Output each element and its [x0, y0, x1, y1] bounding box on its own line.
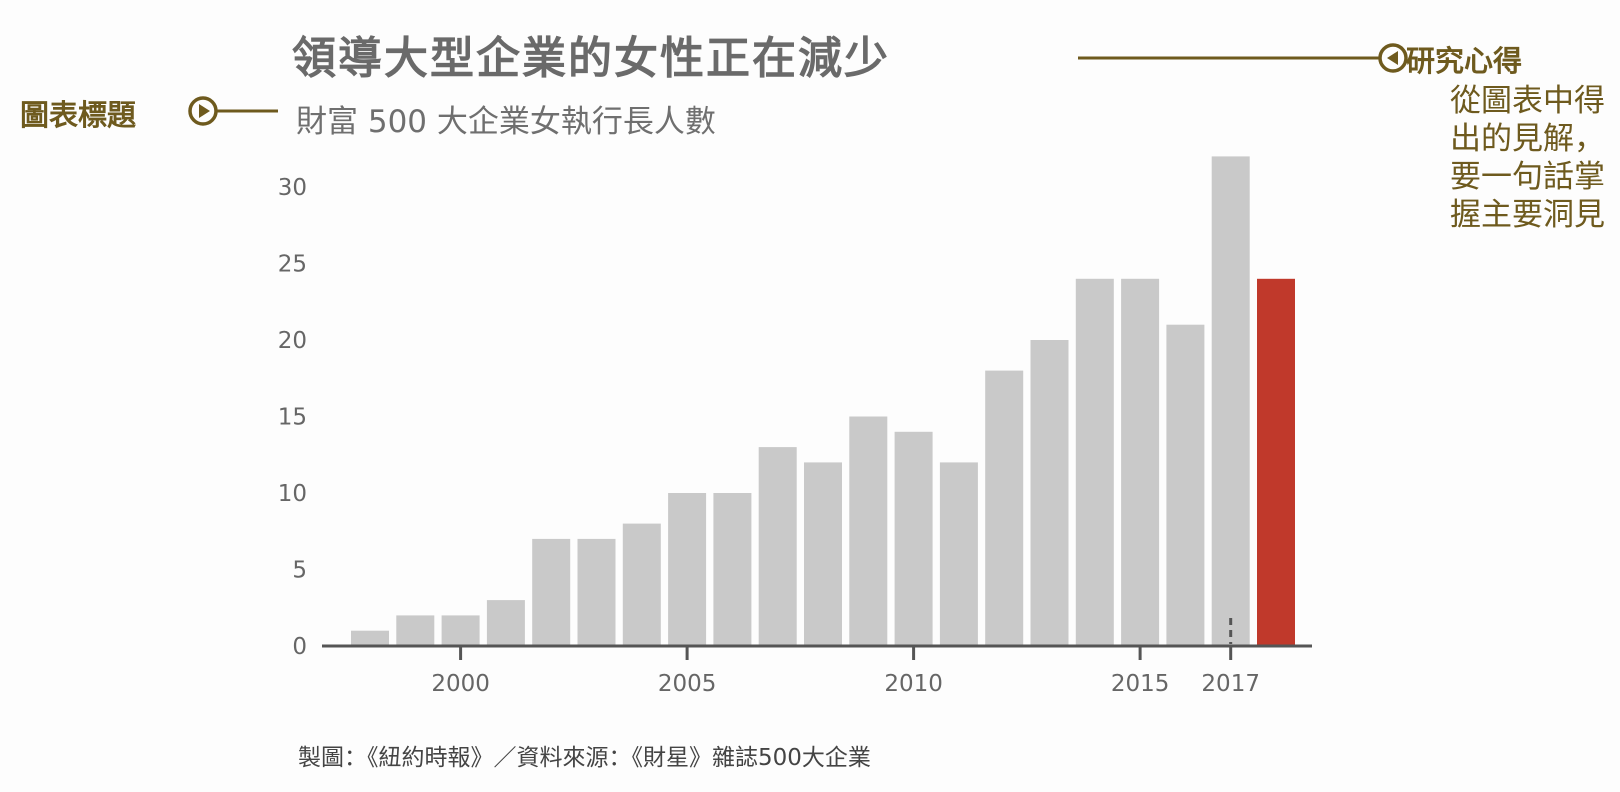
y-tick-label: 10 — [278, 481, 307, 507]
bar — [668, 493, 707, 646]
y-tick-label: 15 — [278, 405, 307, 431]
x-tick-label: 2017 — [1201, 671, 1260, 697]
bar — [939, 462, 978, 646]
bar — [894, 431, 933, 646]
x-tick-label: 2000 — [431, 671, 490, 697]
title-annotation-arrow — [188, 96, 278, 126]
x-tick-label: 2005 — [658, 671, 717, 697]
y-axis: 0 5 10 15 20 25 30 — [278, 175, 307, 660]
bar — [758, 447, 797, 646]
bar — [1030, 340, 1069, 646]
bar — [713, 493, 752, 646]
chart-title: 領導大型企業的女性正在減少 — [292, 33, 890, 84]
bar-highlight — [1257, 278, 1295, 646]
insight-annotation-arrow — [1078, 43, 1408, 73]
y-tick-label: 20 — [278, 328, 307, 354]
x-tick-label: 2015 — [1111, 671, 1170, 697]
bar — [1211, 156, 1250, 646]
x-axis: 2000 2005 2010 2015 2017 — [322, 618, 1312, 697]
insight-annotation-text: 從圖表中得出的見解，要一句話掌握主要洞見 — [1450, 83, 1605, 233]
bar — [351, 630, 389, 646]
bar — [396, 615, 435, 646]
bar — [532, 538, 571, 646]
y-tick-label: 0 — [292, 634, 307, 660]
title-annotation-label: 圖表標題 — [20, 98, 137, 132]
bars — [351, 156, 1295, 646]
bar — [1166, 324, 1205, 646]
bar — [1075, 278, 1114, 646]
bar — [985, 370, 1024, 646]
y-tick-label: 30 — [278, 175, 307, 201]
insight-annotation-label: 研究心得 — [1406, 44, 1523, 78]
bar — [441, 615, 480, 646]
bar — [622, 523, 661, 646]
bar — [804, 462, 842, 646]
bar — [577, 538, 616, 646]
bar — [1121, 278, 1160, 646]
chart-subtitle: 財富 500 大企業女執行長人數 — [296, 104, 716, 140]
source-note: 製圖：《紐約時報》／資料來源：《財星》雜誌500大企業 — [298, 745, 871, 771]
bar — [486, 600, 525, 646]
y-tick-label: 25 — [278, 252, 307, 278]
y-tick-label: 5 — [292, 558, 307, 584]
x-tick-label: 2010 — [884, 671, 943, 697]
bar — [849, 416, 888, 646]
